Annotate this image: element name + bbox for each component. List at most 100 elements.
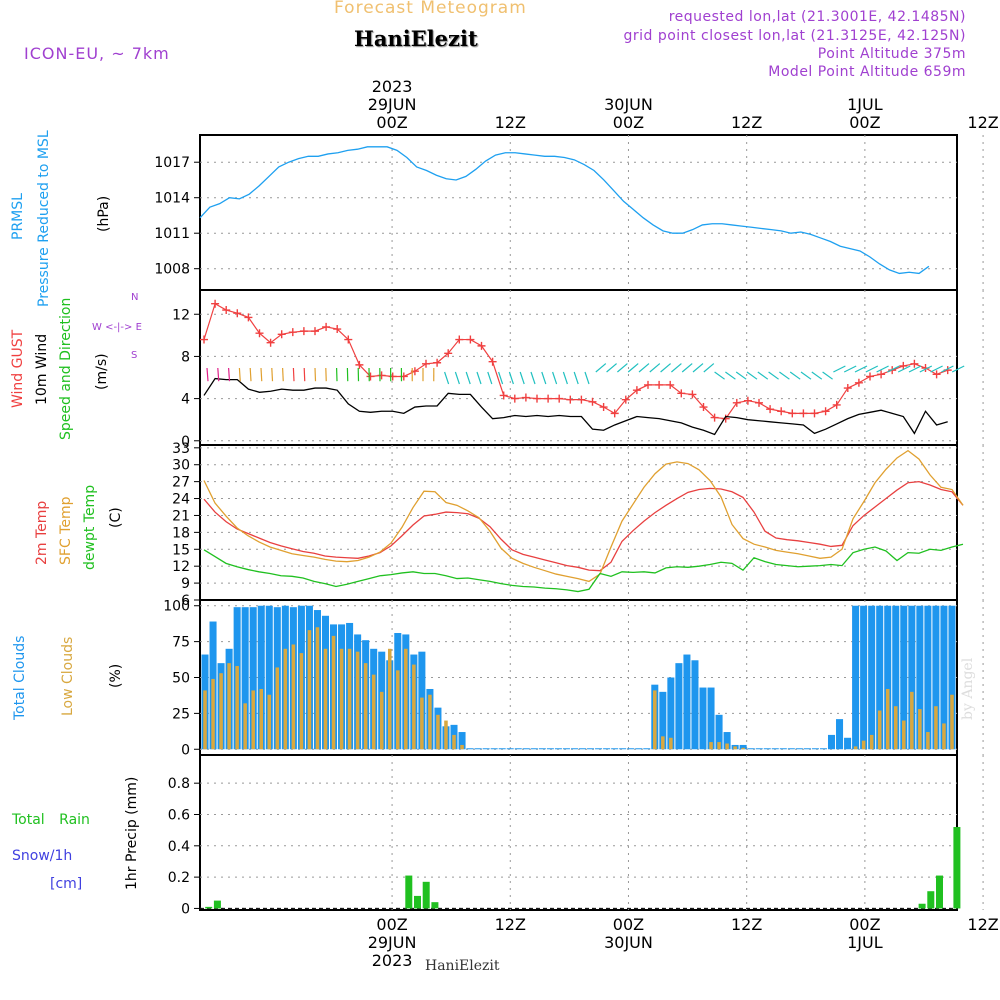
- total-cloud-bar-74: [795, 748, 803, 750]
- low-cloud-bar-84: [877, 710, 882, 750]
- wind-arrow-30: [530, 371, 536, 385]
- gust-marker-20: [422, 359, 430, 368]
- low-cloud-bar-31: [452, 734, 456, 750]
- temp-ylabel-3: dewpt Temp: [82, 485, 98, 570]
- low-cloud-bar-91: [934, 706, 938, 750]
- gust-marker-23: [455, 335, 464, 344]
- wind-arrow-64: [897, 365, 911, 373]
- wind-arrow-63: [887, 365, 900, 373]
- total-cloud-bar-53: [627, 748, 635, 750]
- gust-marker-14: [355, 360, 364, 369]
- ytick-label-clouds-3: 75: [172, 635, 190, 651]
- wind-arrow-52: [768, 371, 779, 380]
- total-cloud-bar-68: [747, 748, 755, 750]
- gust-marker-29: [521, 393, 530, 402]
- low-cloud-bar-18: [347, 648, 352, 750]
- ytick-label-precip-4: 0.8: [168, 776, 190, 792]
- total-cloud-bar-88: [908, 605, 916, 750]
- total-cloud-bar-86: [892, 605, 900, 750]
- wind-arrow-66: [919, 365, 933, 373]
- top-time-label-3-0: 12Z: [731, 113, 762, 132]
- low-cloud-bar-87: [902, 720, 906, 750]
- ytick-label-pressure-2: 1014: [154, 191, 190, 207]
- top-time-label-2-0: 30JUN: [604, 95, 653, 114]
- low-cloud-bar-82: [861, 740, 866, 750]
- wind-arrow-3: [238, 367, 241, 382]
- total-cloud-bar-35: [482, 748, 490, 750]
- rain-bar-4: [422, 881, 430, 909]
- gust-marker-12: [333, 325, 342, 334]
- low-cloud-bar-88: [910, 691, 914, 750]
- gust-marker-48: [732, 398, 741, 407]
- low-cloud-bar-6: [251, 690, 255, 750]
- ytick-label-precip-0: 0: [181, 901, 190, 917]
- gust-marker-31: [544, 394, 553, 403]
- total-cloud-bar-63: [707, 687, 715, 750]
- wind-arrow-31: [541, 371, 547, 385]
- ytick-label-precip-2: 0.4: [168, 839, 190, 855]
- temp-ylabel-2: SFC Temp: [58, 496, 74, 565]
- gust-marker-43: [677, 389, 686, 398]
- panel-frame-temperature: [199, 444, 958, 601]
- bottom-time-label-0-0: 00Z: [376, 915, 407, 934]
- ytick-label-clouds-0: 0: [181, 742, 190, 758]
- gust-marker-49: [743, 396, 752, 405]
- wind-arrow-45: [692, 363, 704, 373]
- total-cloud-bar-6: [249, 607, 257, 750]
- wind-arrow-9: [303, 367, 306, 382]
- gust-marker-45: [699, 403, 708, 412]
- gust-marker-39: [632, 386, 641, 395]
- total-cloud-bar-71: [771, 748, 779, 750]
- low-cloud-bar-30: [444, 720, 448, 750]
- top-time-label-0-0: 2023: [372, 77, 413, 96]
- total-cloud-bar-37: [498, 748, 506, 750]
- gust-marker-51: [766, 405, 775, 414]
- low-cloud-bar-3: [227, 663, 231, 750]
- wind-arrow-55: [800, 371, 812, 380]
- gust-marker-37: [610, 409, 619, 418]
- total-cloud-bar-5: [241, 607, 249, 750]
- low-cloud-bar-23: [387, 648, 392, 750]
- low-cloud-bar-22: [379, 691, 384, 750]
- top-time-label-4-0: 1JUL: [847, 95, 883, 114]
- ytick-label-temperature-0: 6: [181, 593, 190, 609]
- ytick-label-precip-1: 0.2: [168, 870, 190, 886]
- wind-arrow-56: [811, 371, 823, 380]
- total-cloud-bar-89: [916, 605, 924, 750]
- gust-marker-10: [311, 327, 319, 336]
- bottom-time-label-0-2: 2023: [372, 951, 413, 970]
- wind-unit: (m/s): [94, 353, 110, 390]
- total-cloud-bar-80: [844, 737, 852, 750]
- low-cloud-bar-0: [203, 690, 207, 750]
- wind-arrow-38: [617, 363, 628, 373]
- gust-marker-5: [255, 329, 264, 338]
- gust-marker-64: [910, 359, 919, 368]
- total-cloud-bar-39: [514, 748, 522, 750]
- requested-coords: requested lon,lat (21.3001E, 42.1485N): [668, 9, 966, 25]
- total-cloud-bar-90: [924, 605, 932, 750]
- gust-marker-6: [266, 338, 275, 347]
- total-cloud-bar-78: [827, 734, 836, 750]
- gust-marker-36: [599, 403, 608, 412]
- low-cloud-bar-10: [283, 648, 288, 750]
- ytick-label-temperature-8: 30: [172, 458, 190, 474]
- gust-marker-25: [477, 341, 486, 350]
- wind-ylabel-3: Speed and Direction: [58, 298, 74, 440]
- gust-marker-54: [799, 409, 808, 418]
- total-cloud-bar-43: [546, 748, 554, 750]
- compass-north: N: [131, 292, 138, 303]
- wind-arrow-41: [649, 363, 661, 373]
- low-cloud-bar-26: [412, 664, 416, 750]
- wind-arrow-49: [735, 371, 747, 380]
- gust-marker-4: [244, 313, 253, 322]
- wind-arrow-26: [487, 371, 493, 385]
- bottom-time-label-4-0: 00Z: [849, 915, 880, 934]
- top-time-label-0-2: 00Z: [376, 113, 407, 132]
- total-cloud-bar-51: [611, 748, 619, 750]
- wind-arrow-25: [476, 371, 482, 385]
- rain-bar-1: [213, 900, 221, 909]
- gust-marker-8: [288, 328, 297, 337]
- rain-bar-8: [936, 875, 943, 909]
- rain-bar-2: [405, 875, 413, 909]
- wind-arrow-39: [627, 363, 639, 373]
